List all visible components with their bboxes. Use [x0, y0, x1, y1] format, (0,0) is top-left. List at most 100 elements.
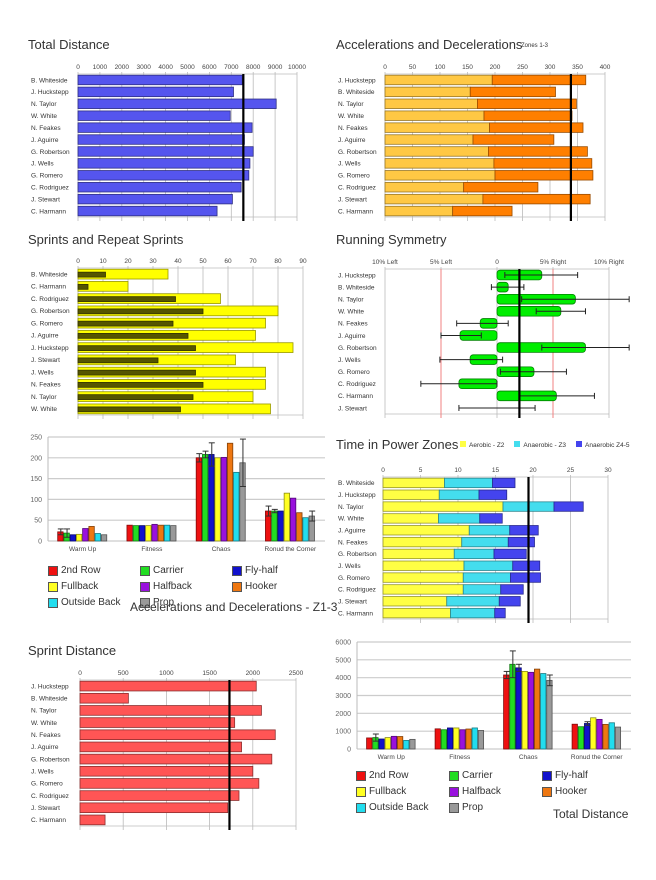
category-label: Fitness [449, 754, 471, 760]
category-label: N. Feakes [338, 321, 368, 328]
accel-decel-subtitle: Zones 1-3 [521, 43, 549, 49]
bar [77, 98, 277, 109]
legend-item: Outside Back [356, 802, 428, 813]
y-tick-label: 200 [30, 455, 42, 462]
x-tick-label: 60 [224, 258, 232, 265]
bar [378, 738, 385, 750]
bar [283, 492, 290, 542]
x-tick-label: 8000 [246, 64, 261, 71]
legend-label: Hooker [245, 581, 278, 592]
category-label: J. Wells [338, 161, 361, 168]
bar [100, 534, 108, 542]
x-tick-label: 15 [492, 467, 500, 474]
bar-segment [382, 536, 463, 548]
bar [77, 357, 159, 364]
x-tick-label: 500 [118, 670, 129, 677]
category-label: J. Huckstepp [338, 77, 376, 84]
bar [77, 271, 106, 278]
y-tick-label: 0 [38, 539, 42, 546]
x-tick-label: 70 [249, 258, 257, 265]
legend-label: 2nd Row [369, 770, 409, 781]
x-tick-label: 6000 [202, 64, 217, 71]
bar-segment [489, 122, 584, 133]
bar [384, 737, 391, 750]
bar-segment [482, 193, 591, 205]
bar-segment [493, 548, 527, 560]
bar [77, 110, 231, 121]
category-label: Chaos [519, 754, 539, 760]
x-tick-label: 50 [409, 64, 417, 71]
bar [296, 512, 303, 542]
category-label: J. Huckstepp [31, 345, 69, 352]
category-label: B. Whiteside [31, 77, 68, 84]
running-symmetry-title: Running Symmetry [336, 232, 447, 247]
legend-item: Prop [449, 802, 483, 813]
bar-segment [493, 158, 593, 169]
legend-label: Halfback [462, 786, 501, 797]
bar-segment [384, 193, 484, 205]
bar-segment [384, 122, 490, 133]
x-tick-label: 5% Left [430, 259, 452, 266]
bar [77, 296, 176, 302]
y-tick-label: 150 [30, 476, 42, 483]
category-label: C. Harmann [338, 208, 373, 215]
x-tick-label: 0 [78, 670, 82, 677]
x-tick-label: 4000 [158, 64, 173, 71]
legend-swatch [449, 786, 459, 797]
bar-segment [507, 536, 535, 548]
category-label: W. White [31, 406, 57, 413]
category-label: J. Huckstepp [31, 683, 69, 690]
x-tick-label: 300 [545, 64, 556, 71]
bar [220, 456, 227, 542]
x-tick-label: 30 [604, 467, 612, 474]
bar [534, 668, 541, 750]
bar-segment [384, 205, 454, 217]
x-tick-label: 3000 [136, 64, 151, 71]
bar-segment [384, 110, 485, 121]
legend-label: Anaerobic - Z3 [523, 442, 567, 449]
bar [390, 735, 398, 750]
bar [577, 726, 585, 750]
x-tick-label: 20 [529, 467, 537, 474]
bar [584, 723, 591, 750]
category-label: Warm Up [69, 546, 97, 553]
category-label: G. Robertson [338, 149, 377, 156]
accel-by-position-title: Accelerations and Decelerations - Z1-3 [130, 600, 338, 614]
legend-item: 2nd Row [356, 770, 408, 781]
bar [79, 802, 229, 814]
power-zones-chart: 0 5 10 15 20 25 30 B. Whiteside J. Huckstepp N. T… [338, 467, 612, 623]
category-label: J. Stewart [31, 196, 60, 203]
legend-swatch [542, 786, 552, 797]
bar-segment [487, 146, 588, 157]
bar [69, 534, 76, 542]
bar-segment [478, 489, 508, 500]
category-label: C. Rodriguez [338, 587, 376, 594]
bar [77, 86, 234, 98]
category-label: W. White [338, 516, 364, 523]
bar-segment [382, 548, 455, 560]
bar-segment [384, 182, 465, 193]
bar [233, 471, 240, 542]
bar [434, 728, 441, 750]
bar [521, 671, 528, 750]
bar [163, 524, 171, 542]
x-tick-label: 5000 [180, 64, 195, 71]
legend-label: Fullback [369, 786, 407, 797]
x-tick-label: 25 [567, 467, 575, 474]
category-label: Fitness [141, 546, 163, 553]
bar-segment [500, 584, 524, 595]
x-tick-label: 100 [435, 64, 446, 71]
sprints-title: Sprints and Repeat Sprints [28, 232, 184, 247]
bar [397, 736, 404, 750]
legend-label: Fly-half [555, 770, 588, 781]
category-label: J. Stewart [338, 599, 367, 606]
bar [277, 510, 284, 542]
legend-swatch [542, 770, 552, 781]
bar-segment [382, 513, 439, 524]
x-tick-label: 350 [572, 64, 583, 71]
x-tick-label: 10% Left [372, 259, 398, 266]
accel-by-position-legend: 2nd Row Carrier Fly-half Fullback Halfback Ho… [48, 565, 328, 615]
bar [79, 753, 273, 765]
legend-swatch [356, 802, 366, 813]
category-label: J. Wells [31, 369, 54, 376]
